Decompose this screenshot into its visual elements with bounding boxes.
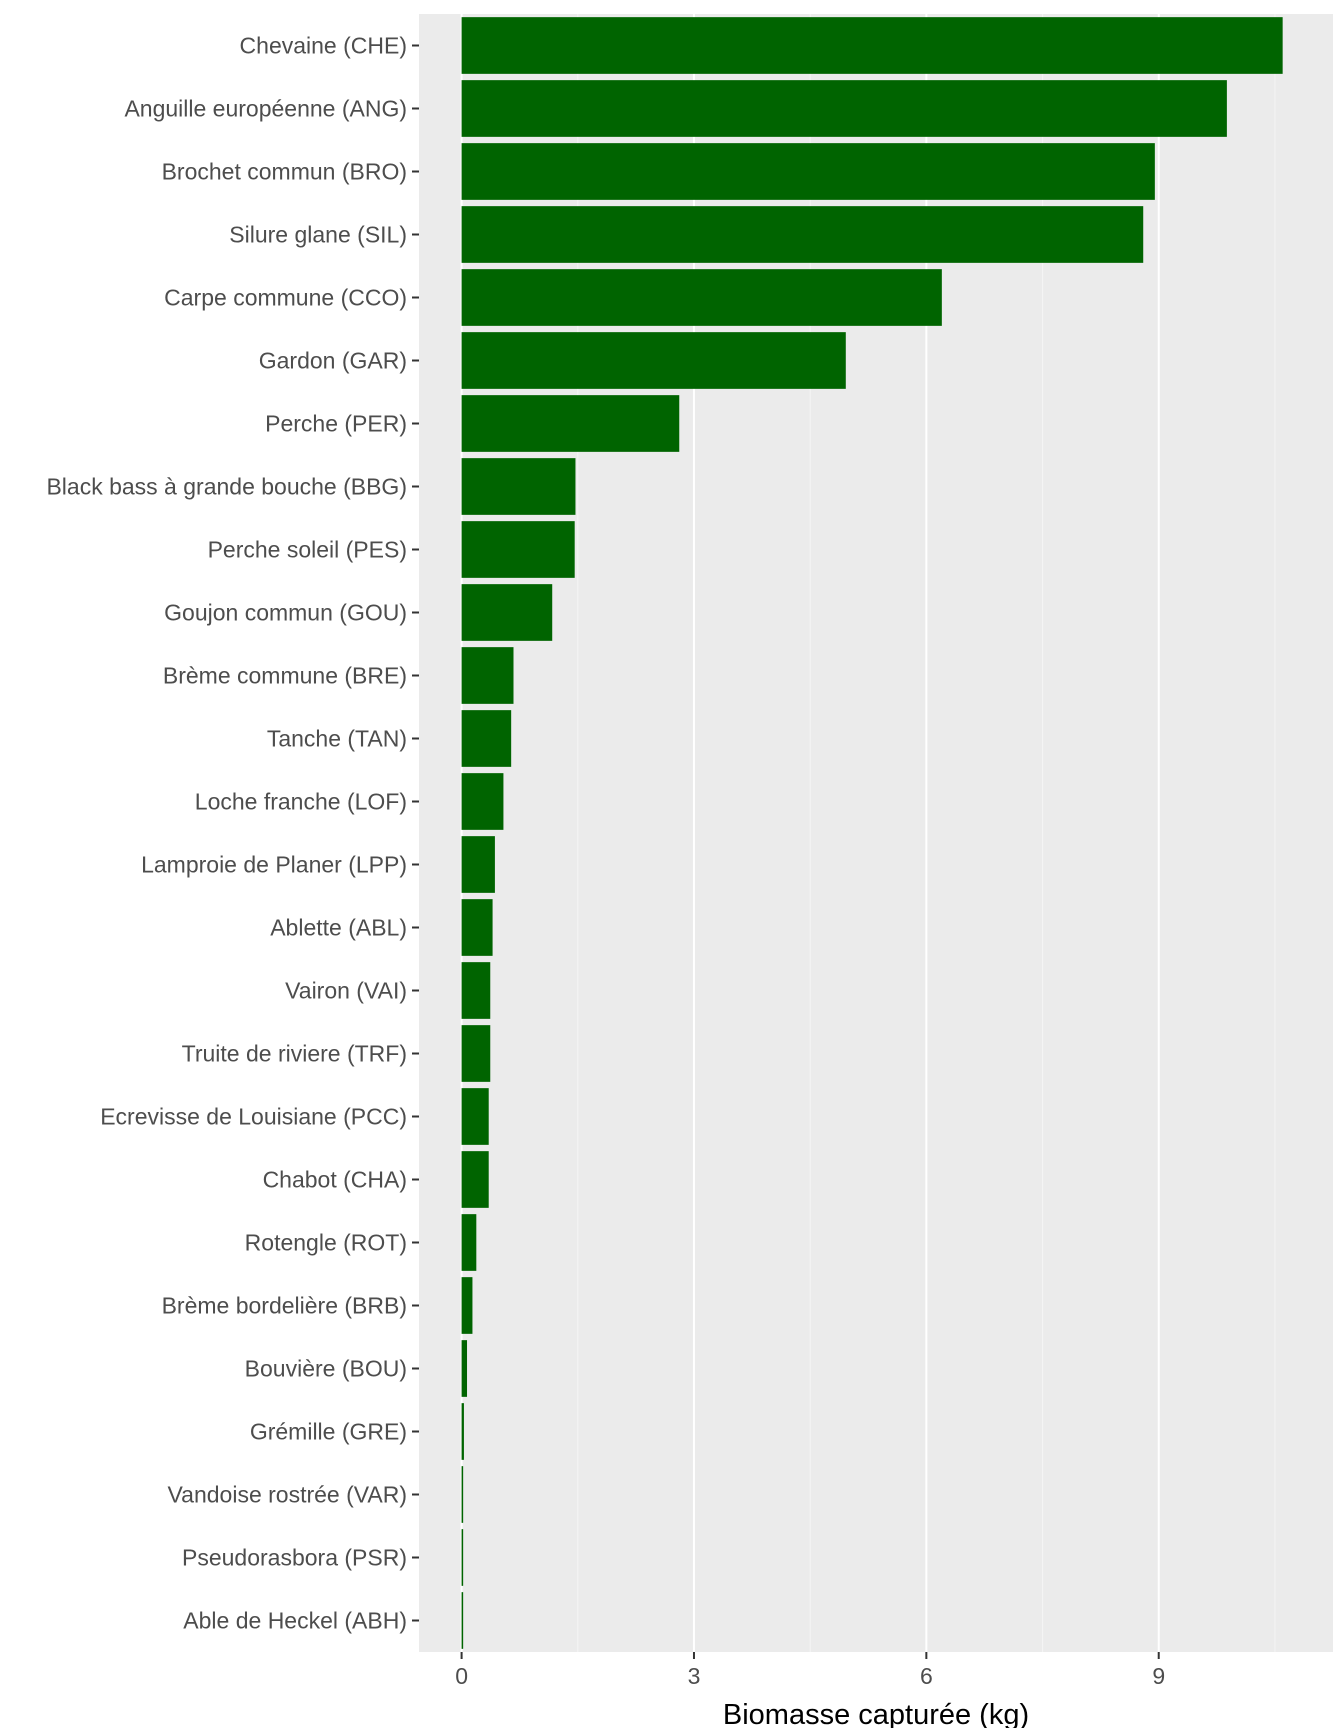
- bar: [461, 1025, 491, 1082]
- x-tick-label: 6: [920, 1663, 933, 1689]
- y-tick-label: Black bass à grande bouche (BBG): [46, 474, 407, 500]
- y-tick-label: Pseudorasbora (PSR): [182, 1545, 407, 1571]
- y-tick-label: Vandoise rostrée (VAR): [168, 1482, 407, 1508]
- bar: [461, 836, 495, 893]
- bar: [461, 1529, 464, 1586]
- x-tick-label: 9: [1152, 1663, 1165, 1689]
- bar: [461, 1403, 464, 1460]
- bar: [461, 80, 1227, 137]
- bar: [461, 1151, 489, 1208]
- bars: [461, 17, 1283, 1649]
- bar: [461, 332, 846, 389]
- y-tick-label: Tanche (TAN): [267, 726, 407, 752]
- x-axis-title: Biomasse capturée (kg): [723, 1699, 1029, 1728]
- y-tick-label: Carpe commune (CCO): [164, 285, 407, 311]
- bar: [461, 1340, 468, 1397]
- y-tick-label: Silure glane (SIL): [229, 222, 407, 248]
- y-tick-label: Chevaine (CHE): [240, 33, 407, 59]
- y-tick-label: Brème commune (BRE): [163, 663, 407, 689]
- bar: [461, 1088, 489, 1145]
- y-tick-label: Perche soleil (PES): [208, 537, 407, 563]
- bar: [461, 899, 493, 956]
- y-tick-label: Grémille (GRE): [250, 1419, 407, 1445]
- y-tick-label: Ablette (ABL): [270, 915, 407, 941]
- y-tick-label: Loche franche (LOF): [195, 789, 407, 815]
- bar: [461, 1277, 473, 1334]
- y-tick-label: Truite de riviere (TRF): [182, 1041, 407, 1067]
- bar: [461, 1592, 464, 1649]
- y-axis: Chevaine (CHE) Anguille européenne (ANG) B…: [46, 33, 419, 1634]
- y-tick-label: Goujon commun (GOU): [164, 600, 407, 626]
- y-tick-label: Chabot (CHA): [263, 1167, 407, 1193]
- y-tick-label: Gardon (GAR): [259, 348, 407, 374]
- x-tick-label: 0: [455, 1663, 468, 1689]
- y-tick-label: Brème bordelière (BRB): [162, 1293, 407, 1319]
- y-tick-label: Ecrevisse de Louisiane (PCC): [100, 1104, 407, 1130]
- bar: [461, 17, 1283, 74]
- bar: [461, 1466, 464, 1523]
- y-tick-label: Anguille européenne (ANG): [124, 96, 407, 122]
- y-tick-label: Vairon (VAI): [285, 978, 407, 1004]
- y-tick-label: Rotengle (ROT): [245, 1230, 407, 1256]
- y-tick-label: Brochet commun (BRO): [162, 159, 407, 185]
- bar: [461, 269, 942, 326]
- bar: [461, 206, 1144, 263]
- x-axis: 0 3 6 9: [455, 1652, 1165, 1689]
- bar: [461, 773, 504, 830]
- bar: [461, 1214, 477, 1271]
- bar: [461, 458, 576, 515]
- bar: [461, 395, 680, 452]
- y-tick-label: Able de Heckel (ABH): [183, 1608, 407, 1634]
- bar: [461, 143, 1155, 200]
- bar: [461, 647, 514, 704]
- y-tick-label: Lamproie de Planer (LPP): [141, 852, 407, 878]
- x-tick-label: 3: [688, 1663, 701, 1689]
- y-tick-label: Perche (PER): [265, 411, 407, 437]
- bar: [461, 584, 553, 641]
- bar: [461, 710, 512, 767]
- y-tick-label: Bouvière (BOU): [245, 1356, 407, 1382]
- bar: [461, 521, 575, 578]
- bar: [461, 962, 491, 1019]
